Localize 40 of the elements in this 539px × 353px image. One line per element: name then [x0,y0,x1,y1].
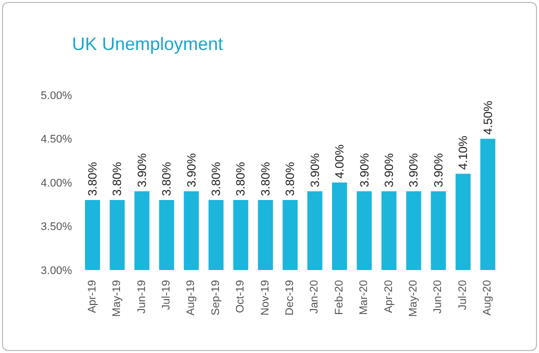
y-tick-label: 3.00% [40,264,72,277]
x-tick-label: Dec-19 [284,280,296,316]
x-tick-label: Jul-20 [456,280,469,310]
data-label: 3.80% [160,162,174,196]
x-tick-label: Aug-19 [185,280,198,316]
y-tick-label: 5.00% [40,90,72,102]
x-tick-label: May-20 [408,280,420,317]
x-tick-label: Sep-19 [210,280,222,316]
data-label: 3.80% [209,162,224,196]
data-label: 3.80% [258,162,272,196]
data-label: 3.90% [382,152,396,188]
data-label: 3.80% [86,162,100,196]
x-tick-label: Jun-20 [432,280,444,314]
data-label: 3.90% [406,152,421,188]
data-label: 3.80% [234,162,248,196]
x-tick-label: Oct-19 [234,280,247,314]
x-tick-label: Feb-20 [333,280,346,315]
data-label: 3.80% [283,162,298,196]
data-label: 3.90% [357,152,372,188]
data-label: 3.90% [308,152,322,188]
x-tick-label: Aug-20 [482,280,494,316]
x-tick-label: Jun-19 [136,280,148,314]
y-tick-label: 3.50% [40,221,72,234]
data-label: 3.90% [134,152,149,188]
x-tick-label: May-19 [111,280,124,317]
chart-title: UK Unemployment [72,34,224,55]
data-label: 4.10% [456,135,470,170]
x-tick-label: Apr-20 [382,280,395,314]
data-label: 3.90% [184,152,198,188]
x-tick-label: Nov-19 [259,280,272,316]
x-tick-label: Apr-19 [86,280,98,314]
data-label: 3.80% [110,162,124,196]
y-tick-label: 4.50% [40,134,72,146]
x-tick-label: Mar-20 [358,280,370,315]
data-label: 4.50% [480,100,495,135]
data-label: 3.90% [431,152,446,188]
x-tick-label: Jul-19 [160,280,172,310]
y-tick-label: 4.00% [40,177,72,190]
x-tick-label: Jan-20 [308,280,321,314]
data-label: 4.00% [332,144,347,178]
